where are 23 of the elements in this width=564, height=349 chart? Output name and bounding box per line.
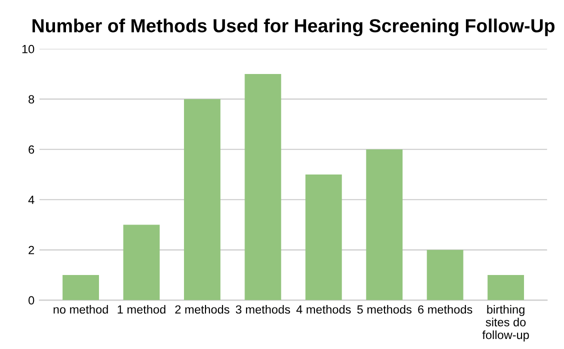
x-tick-label: 6 methods: [418, 305, 472, 314]
y-tick-label: 2: [28, 246, 34, 254]
x-tick-label: 1 method: [118, 305, 166, 314]
y-tick-label: 0: [28, 296, 34, 305]
y-tick-label: 10: [22, 44, 34, 54]
bar: [305, 174, 342, 300]
bar: [62, 275, 99, 300]
x-tick-label: 4 methods: [296, 305, 351, 314]
bar: [488, 275, 524, 300]
bar: [184, 99, 220, 300]
bar: [123, 224, 160, 300]
y-tick-label: 6: [28, 145, 34, 154]
bar: [244, 74, 282, 300]
y-tick-label: 4: [28, 196, 34, 204]
x-tick-label: 2 methods: [175, 305, 230, 314]
bar: [426, 250, 464, 300]
chart-title: Number of Methods Used for Hearing Screening Follow-Up: [32, 18, 555, 36]
x-tick-label: birthing sites do follow-up: [482, 305, 529, 342]
x-tick-label: 5 methods: [357, 305, 412, 314]
x-tick-label: no method: [54, 305, 108, 314]
x-tick-label: 3 methods: [236, 305, 290, 314]
bar: [366, 149, 403, 300]
y-tick-label: 8: [28, 95, 34, 104]
